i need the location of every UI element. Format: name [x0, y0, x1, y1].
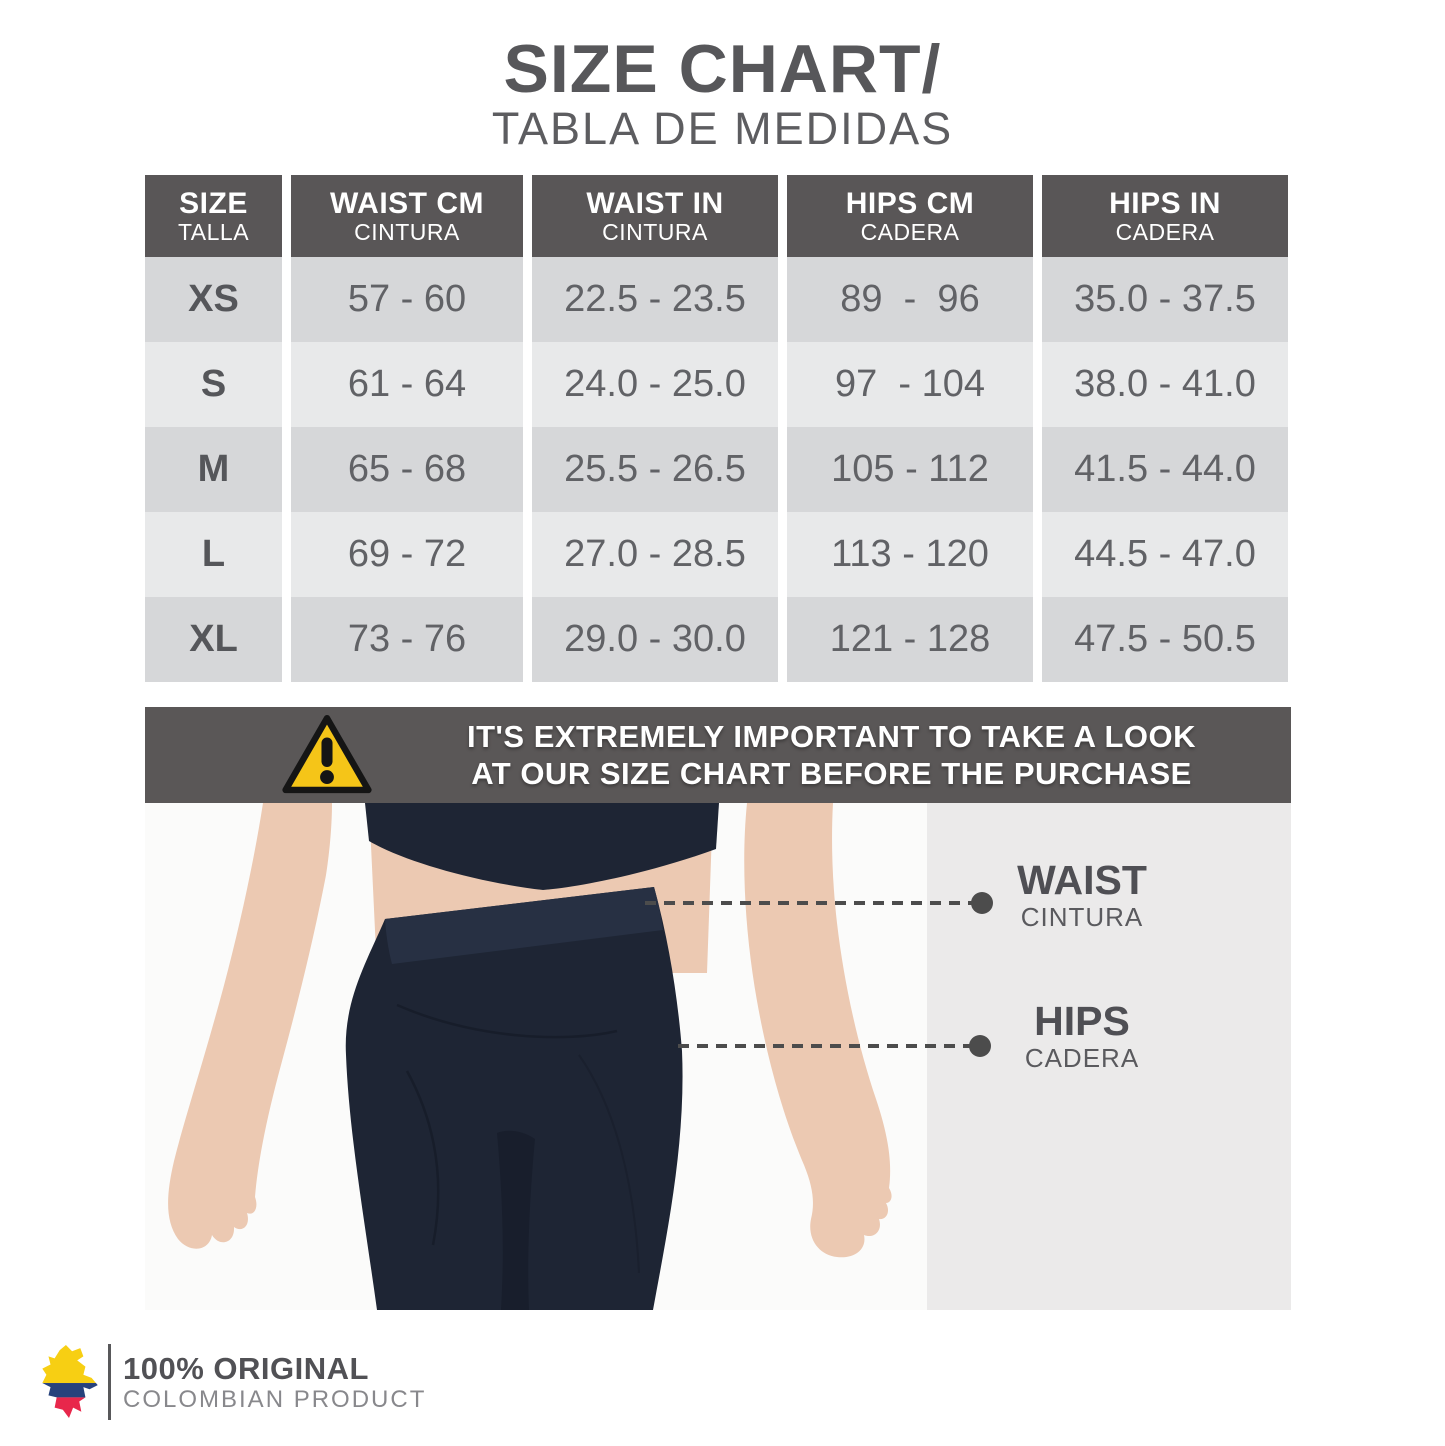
hips-cm-cell: 105 - 112 — [787, 427, 1033, 512]
waist-leader-dot — [971, 892, 993, 914]
waist-cm-cell: 73 - 76 — [291, 597, 523, 682]
model-leggings — [345, 887, 683, 1310]
model-right-arm — [744, 803, 892, 1258]
size-cell-xl: XL — [145, 597, 282, 682]
column-header-sublabel: CINTURA — [354, 218, 460, 245]
waist-cm-cell: 57 - 60 — [291, 257, 523, 342]
model-figure-illustration — [168, 803, 993, 1310]
waist-in-cell: 24.0 - 25.0 — [532, 342, 778, 427]
column-header-sublabel: TALLA — [177, 218, 250, 245]
size-cell-xs: XS — [145, 257, 282, 342]
hips-in-cell: 47.5 - 50.5 — [1042, 597, 1288, 682]
warning-line-1: IT'S EXTREMELY IMPORTANT TO TAKE A LOOK — [466, 719, 1196, 754]
label-panel — [927, 803, 1291, 1310]
colombia-map-icon — [42, 1345, 98, 1418]
warning-line-2: AT OUR SIZE CHART BEFORE THE PURCHASE — [471, 756, 1192, 791]
column-header-label: HIPS IN — [1109, 186, 1221, 220]
hips-cm-cell: 97 - 104 — [787, 342, 1033, 427]
column-header-label: WAIST IN — [586, 186, 724, 220]
model-crop-top — [365, 803, 719, 890]
warning-triangle-icon — [282, 714, 372, 794]
column-header-hips-cm: HIPS CM CADERA — [787, 175, 1033, 257]
column-header-label: SIZE — [179, 186, 248, 220]
waist-cm-cell: 69 - 72 — [291, 512, 523, 597]
column-header-waist-in: WAIST IN CINTURA — [532, 175, 778, 257]
column-header-sublabel: CADERA — [1115, 218, 1215, 245]
hips-in-cell: 44.5 - 47.0 — [1042, 512, 1288, 597]
waist-label-en: WAIST — [1017, 857, 1147, 903]
footer-divider — [108, 1344, 111, 1420]
waist-label: WAIST CINTURA — [987, 857, 1177, 933]
waist-in-cell: 22.5 - 23.5 — [532, 257, 778, 342]
title-block: SIZE CHART/ TABLA DE MEDIDAS — [0, 34, 1445, 153]
hips-cm-cell: 113 - 120 — [787, 512, 1033, 597]
hips-label-en: HIPS — [1034, 998, 1130, 1044]
column-header-sublabel: CADERA — [860, 218, 960, 245]
hips-cm-cell: 121 - 128 — [787, 597, 1033, 682]
hips-label: HIPS CADERA — [987, 998, 1177, 1074]
warning-text: IT'S EXTREMELY IMPORTANT TO TAKE A LOOK … — [380, 718, 1283, 792]
column-header-sublabel: CINTURA — [602, 218, 708, 245]
waist-in-cell: 25.5 - 26.5 — [532, 427, 778, 512]
column-header-label: WAIST CM — [330, 186, 484, 220]
footer-original-label: 100% ORIGINAL — [123, 1350, 369, 1386]
size-cell-l: L — [145, 512, 282, 597]
model-photo-area: WAIST CINTURA HIPS CADERA — [145, 803, 1291, 1310]
size-table: SIZE TALLA WAIST CM CINTURA WAIST IN CIN… — [145, 175, 1291, 682]
model-waistband — [385, 887, 663, 964]
hips-leader-dot — [969, 1035, 991, 1057]
hips-in-cell: 35.0 - 37.5 — [1042, 257, 1288, 342]
hips-cm-cell: 89 - 96 — [787, 257, 1033, 342]
waist-in-cell: 27.0 - 28.5 — [532, 512, 778, 597]
hips-label-es: CADERA — [1024, 1043, 1140, 1073]
hips-in-cell: 41.5 - 44.0 — [1042, 427, 1288, 512]
page-subtitle: TABLA DE MEDIDAS — [491, 103, 954, 154]
waist-cm-cell: 65 - 68 — [291, 427, 523, 512]
size-cell-s: S — [145, 342, 282, 427]
hips-in-cell: 38.0 - 41.0 — [1042, 342, 1288, 427]
model-left-arm — [168, 803, 332, 1249]
column-header-waist-cm: WAIST CM CINTURA — [291, 175, 523, 257]
column-header-hips-in: HIPS IN CADERA — [1042, 175, 1288, 257]
footer-text: 100% ORIGINAL COLOMBIAN PRODUCT — [123, 1351, 426, 1414]
waist-in-cell: 29.0 - 30.0 — [532, 597, 778, 682]
column-header-size: SIZE TALLA — [145, 175, 282, 257]
page-title: SIZE CHART/ — [503, 31, 942, 107]
waist-cm-cell: 61 - 64 — [291, 342, 523, 427]
origin-badge: 100% ORIGINAL COLOMBIAN PRODUCT — [38, 1344, 426, 1420]
waist-label-es: CINTURA — [1020, 902, 1144, 932]
footer-product-label: COLOMBIAN PRODUCT — [123, 1385, 427, 1413]
column-header-label: HIPS CM — [845, 186, 975, 220]
size-cell-m: M — [145, 427, 282, 512]
warning-banner: IT'S EXTREMELY IMPORTANT TO TAKE A LOOK … — [145, 707, 1291, 803]
